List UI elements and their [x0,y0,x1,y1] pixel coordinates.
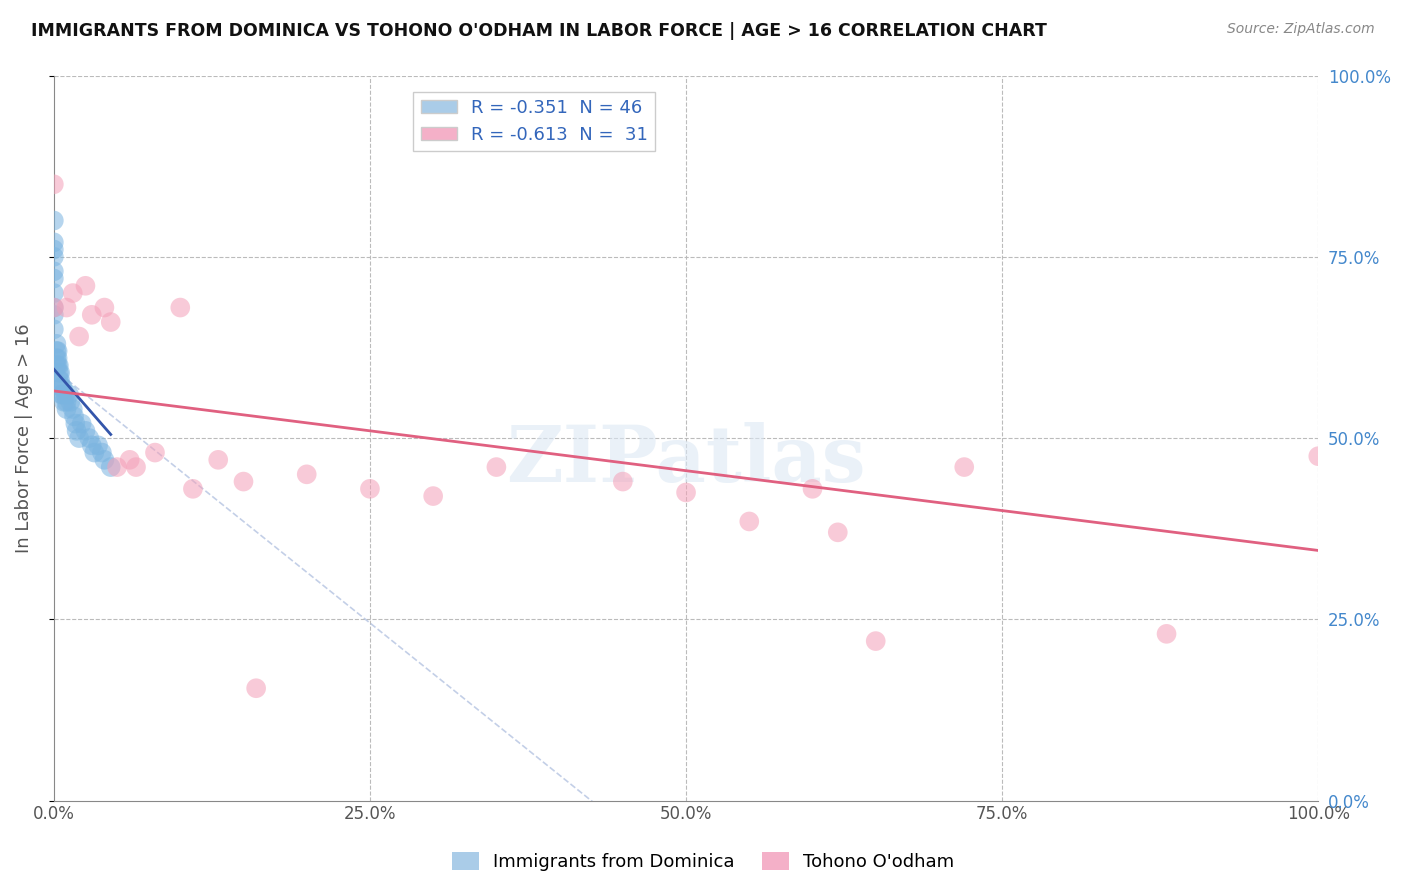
Point [93,452,115,467]
Point [143,445,166,459]
Point [232,475,254,489]
Point [125,460,148,475]
Point [46,351,69,366]
Point [169,301,191,315]
Point [80,438,103,452]
Point [612,475,634,489]
Point [738,515,761,529]
Point [953,460,976,475]
Point [105,460,128,475]
Point [485,460,508,475]
Y-axis label: In Labor Force | Age > 16: In Labor Force | Age > 16 [15,323,32,553]
Text: IMMIGRANTS FROM DOMINICA VS TOHONO O'ODHAM IN LABOR FORCE | AGE > 16 CORRELATION: IMMIGRANTS FROM DOMINICA VS TOHONO O'ODH… [31,22,1047,40]
Point [62,402,84,417]
Point [42,243,65,257]
Point [295,467,318,482]
Point [675,485,697,500]
Point [46,359,69,373]
Point [48,359,70,373]
Point [42,250,65,264]
Point [422,489,444,503]
Point [55,394,77,409]
Point [53,387,76,401]
Point [359,482,381,496]
Point [42,235,65,250]
Point [93,301,115,315]
Point [65,424,87,438]
Text: Source: ZipAtlas.com: Source: ZipAtlas.com [1227,22,1375,37]
Point [75,278,97,293]
Point [245,681,267,696]
Point [55,402,77,417]
Point [42,213,65,227]
Point [42,308,65,322]
Point [51,387,73,401]
Point [45,351,67,366]
Point [52,380,75,394]
Point [118,452,141,467]
Point [62,286,84,301]
Point [45,344,67,359]
Point [63,409,86,424]
Point [58,387,80,401]
Point [59,394,82,409]
Point [87,438,110,452]
Point [80,308,103,322]
Point [207,452,229,467]
Point [1308,449,1330,463]
Point [181,482,204,496]
Text: ZIPatlas: ZIPatlas [506,422,866,498]
Point [42,286,65,301]
Point [52,387,75,401]
Point [100,315,122,329]
Point [55,301,77,315]
Point [70,417,93,431]
Point [49,373,72,387]
Legend: R = -0.351  N = 46, R = -0.613  N =  31: R = -0.351 N = 46, R = -0.613 N = 31 [413,92,655,152]
Point [42,301,65,315]
Point [67,431,90,445]
Point [865,634,887,648]
Point [42,178,65,192]
Point [42,271,65,285]
Point [51,380,73,394]
Point [90,445,112,459]
Point [49,366,72,380]
Point [42,301,65,315]
Point [65,417,87,431]
Point [83,445,105,459]
Point [77,431,100,445]
Point [45,359,67,373]
Point [52,394,75,409]
Point [67,329,90,343]
Point [801,482,824,496]
Point [42,322,65,336]
Point [42,264,65,278]
Point [827,525,849,540]
Point [1156,627,1178,641]
Legend: Immigrants from Dominica, Tohono O'odham: Immigrants from Dominica, Tohono O'odham [444,845,962,879]
Point [45,336,67,351]
Point [100,460,122,475]
Point [46,344,69,359]
Point [48,366,70,380]
Point [48,373,70,387]
Point [75,424,97,438]
